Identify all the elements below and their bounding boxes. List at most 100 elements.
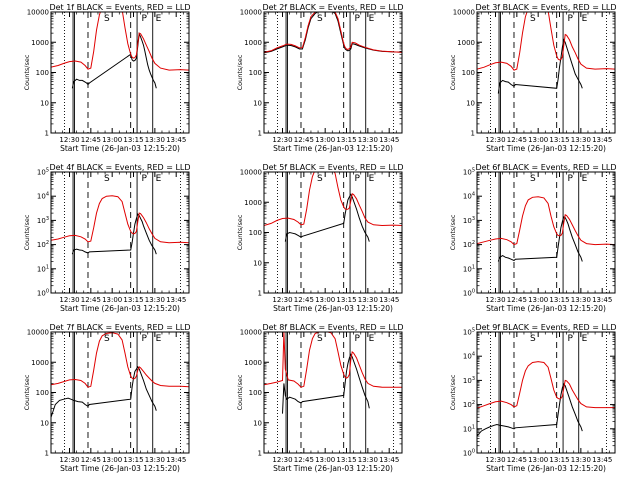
x-tick-label: 13:30: [145, 456, 165, 464]
x-tick-label: 13:30: [358, 296, 378, 304]
panel-title: Det 2f BLACK = Events, RED = LLD: [262, 3, 403, 12]
event-marker-label: P: [141, 334, 147, 344]
series-group: [51, 12, 189, 89]
x-tick-label: 13:00: [528, 296, 548, 304]
y-tick-label: 10000: [453, 9, 475, 17]
y-tick-label: 103: [37, 216, 49, 225]
event-marker-label: S: [530, 174, 536, 184]
event-marker-label: S: [317, 174, 323, 184]
x-axis-label: Start Time (26-Jan-03 12:15:20): [486, 464, 606, 473]
y-tick-label: 1000: [244, 199, 262, 207]
y-tick-label: 1000: [244, 359, 262, 367]
event-marker-label: E: [369, 334, 375, 344]
panel-title: Det 4f BLACK = Events, RED = LLD: [49, 163, 190, 172]
x-tick-label: 13:45: [379, 296, 399, 304]
panel-det-4f: S P E 100 101 102 103 104 105 12:30 12:45 13:00 13:1…: [23, 163, 191, 313]
y-tick-label: 105: [463, 168, 475, 177]
lld-series-line: [477, 196, 615, 246]
x-tick-label: 13:45: [379, 136, 399, 144]
x-tick-label: 12:45: [294, 456, 314, 464]
x-tick-label: 13:45: [592, 456, 612, 464]
x-tick-label: 13:45: [166, 136, 186, 144]
event-marker-label: P: [567, 334, 573, 344]
x-tick-label: 12:30: [485, 456, 505, 464]
x-tick-label: 12:45: [81, 136, 101, 144]
x-tick-label: 12:30: [485, 136, 505, 144]
x-tick-label: 13:15: [123, 296, 143, 304]
lld-series-line: [477, 12, 615, 71]
y-tick-label: 10: [253, 99, 262, 107]
y-tick-label: 1: [258, 130, 262, 138]
x-axis-label: Start Time (26-Jan-03 12:15:20): [60, 144, 180, 153]
plot-frame: [50, 171, 190, 294]
plot-frame: [263, 171, 403, 294]
x-tick-label: 13:30: [571, 456, 591, 464]
x-tick-label: 13:00: [315, 136, 335, 144]
event-marker-label: E: [369, 14, 375, 24]
event-marker-label: S: [530, 334, 536, 344]
events-series-line: [51, 365, 157, 418]
panel-det-9f: S P E 100 101 102 103 104 105 12:30 12:45 13:00 13:1…: [449, 323, 617, 473]
x-tick-label: 13:15: [336, 136, 356, 144]
x-tick-label: 12:30: [59, 296, 79, 304]
x-tick-label: 13:15: [549, 136, 569, 144]
x-tick-label: 12:30: [59, 136, 79, 144]
y-axis-label: Counts/sec: [449, 54, 457, 90]
y-tick-label: 103: [463, 376, 475, 385]
x-tick-label: 13:30: [358, 136, 378, 144]
event-marker-lines: [64, 12, 181, 133]
y-tick-label: 10000: [240, 329, 262, 337]
panel-title: Det 7f BLACK = Events, RED = LLD: [49, 323, 190, 332]
y-tick-label: 1: [258, 290, 262, 298]
event-marker-label: P: [141, 14, 147, 24]
y-tick-label: 100: [463, 449, 475, 458]
y-tick-label: 105: [463, 328, 475, 337]
y-axis-label: Counts/sec: [449, 374, 457, 410]
series-group: [51, 332, 189, 418]
x-tick-label: 12:30: [272, 456, 292, 464]
event-marker-label: S: [104, 334, 110, 344]
y-axis-label: Counts/sec: [23, 54, 31, 90]
y-tick-label: 1: [45, 450, 49, 458]
x-tick-label: 13:30: [145, 296, 165, 304]
events-series-line: [284, 193, 370, 242]
y-tick-label: 104: [463, 192, 475, 201]
events-series-line: [497, 38, 583, 94]
plot-frame: [476, 11, 616, 134]
x-tick-label: 13:15: [549, 296, 569, 304]
event-marker-lines: [277, 12, 394, 133]
x-tick-label: 12:45: [81, 296, 101, 304]
x-tick-label: 13:00: [528, 456, 548, 464]
panel-title: Det 9f BLACK = Events, RED = LLD: [475, 323, 616, 332]
event-marker-lines: [64, 332, 181, 453]
y-tick-label: 100: [249, 229, 262, 237]
y-tick-label: 10: [466, 99, 475, 107]
x-tick-label: 13:15: [336, 296, 356, 304]
y-tick-label: 10: [40, 419, 49, 427]
x-tick-label: 13:00: [315, 456, 335, 464]
event-marker-label: S: [104, 14, 110, 24]
x-tick-label: 13:00: [315, 296, 335, 304]
series-group: [477, 196, 615, 262]
x-axis-label: Start Time (26-Jan-03 12:15:20): [273, 304, 393, 313]
y-tick-label: 100: [249, 69, 262, 77]
x-axis-label: Start Time (26-Jan-03 12:15:20): [486, 144, 606, 153]
lld-series-line: [477, 361, 615, 409]
y-tick-label: 102: [463, 240, 475, 249]
x-tick-label: 13:00: [528, 136, 548, 144]
y-tick-label: 1: [258, 450, 262, 458]
x-tick-label: 12:45: [507, 456, 527, 464]
x-tick-label: 13:15: [123, 136, 143, 144]
events-series-line: [497, 216, 583, 262]
event-marker-label: E: [156, 14, 162, 24]
lld-series-line: [51, 12, 189, 71]
events-series-line: [71, 31, 157, 89]
x-tick-label: 13:30: [571, 136, 591, 144]
panel-title: Det 8f BLACK = Events, RED = LLD: [262, 323, 403, 332]
x-tick-label: 12:45: [294, 136, 314, 144]
x-tick-label: 13:00: [102, 456, 122, 464]
event-marker-lines: [490, 332, 607, 453]
